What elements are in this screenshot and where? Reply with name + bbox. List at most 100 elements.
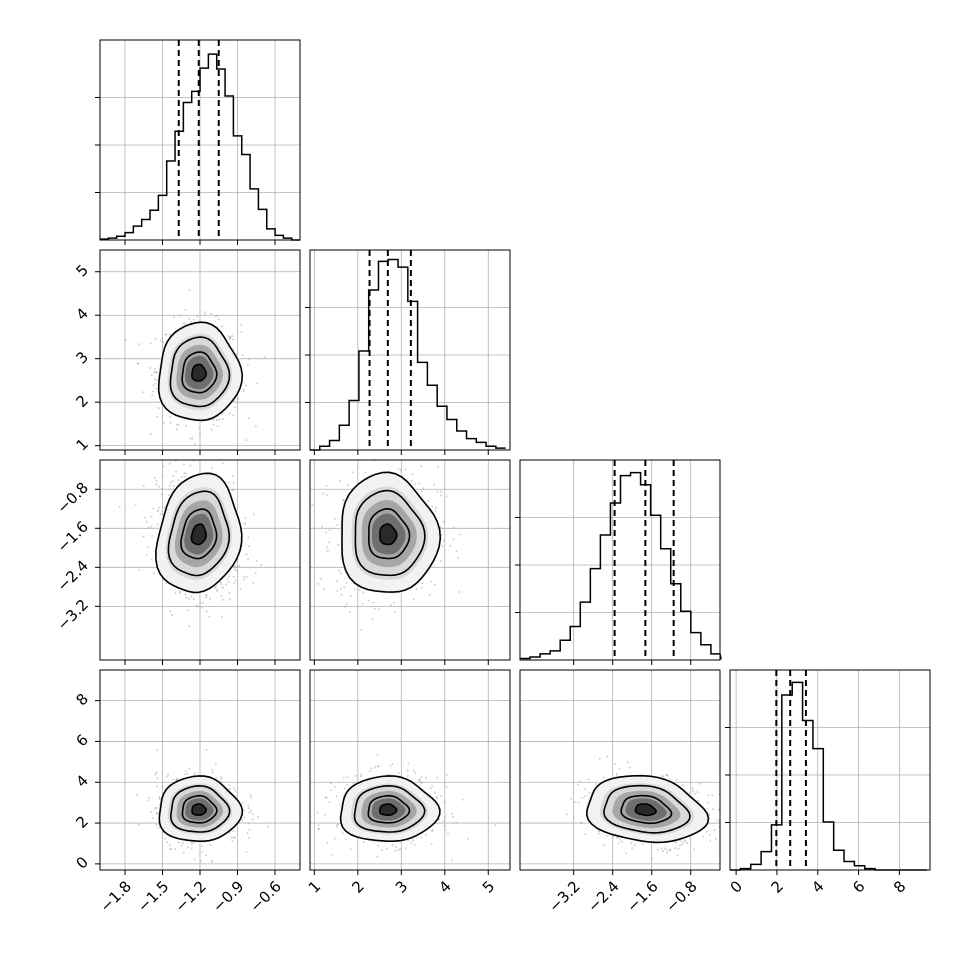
scatter-point xyxy=(168,484,171,487)
scatter-point xyxy=(385,847,388,850)
scatter-point xyxy=(227,481,230,484)
scatter-point xyxy=(663,847,666,850)
scatter-point xyxy=(183,463,185,466)
scatter-point xyxy=(200,606,203,609)
contour-line xyxy=(191,363,208,382)
scatter-point xyxy=(190,841,193,844)
scatter-point xyxy=(330,853,333,856)
scatter-point xyxy=(706,807,709,810)
scatter-point xyxy=(228,575,230,578)
scatter-point xyxy=(343,776,345,779)
scatter-point xyxy=(449,544,452,547)
scatter-point xyxy=(233,836,236,839)
scatter-point xyxy=(677,847,680,850)
scatter-point xyxy=(237,397,240,400)
scatter-point xyxy=(570,797,573,800)
scatter-point xyxy=(344,838,347,841)
scatter-point xyxy=(443,802,446,805)
scatter-point xyxy=(155,379,158,382)
scatter-point xyxy=(588,791,591,794)
scatter-point xyxy=(662,775,665,778)
scatter-point xyxy=(321,525,324,528)
scatter-point xyxy=(225,583,228,586)
scatter-point xyxy=(229,338,232,341)
scatter-point xyxy=(424,834,427,836)
density-level-4 xyxy=(191,524,206,545)
scatter-point xyxy=(709,833,712,836)
scatter-point xyxy=(406,775,409,778)
scatter-point xyxy=(134,503,137,506)
scatter-point xyxy=(220,776,223,779)
contour-line xyxy=(368,507,411,560)
scatter-point xyxy=(446,832,449,835)
scatter-point xyxy=(229,336,232,339)
scatter-point xyxy=(335,795,338,798)
scatter-point xyxy=(660,847,663,850)
scatter-panel-1-2 xyxy=(309,459,511,661)
scatter-point xyxy=(152,507,155,510)
scatter-point xyxy=(235,566,238,569)
scatter-point xyxy=(161,785,164,788)
scatter-point xyxy=(175,470,177,473)
scatter-point xyxy=(191,843,193,845)
scatter-point xyxy=(712,808,715,811)
contour-line xyxy=(190,523,207,546)
scatter-point xyxy=(216,451,218,453)
scatter-point xyxy=(348,611,351,614)
scatter-point xyxy=(184,593,187,596)
scatter-point xyxy=(161,338,164,340)
scatter-point xyxy=(205,594,208,597)
x-tick-label: −0.6 xyxy=(247,877,285,915)
scatter-point xyxy=(185,472,187,475)
x-tick-label: −0.9 xyxy=(209,877,247,915)
scatter-point xyxy=(138,568,141,571)
scatter-point xyxy=(169,844,172,847)
scatter-point xyxy=(254,425,257,428)
scatter-point xyxy=(410,841,413,844)
scatter-point xyxy=(721,792,723,794)
scatter-point xyxy=(346,784,349,787)
scatter-point xyxy=(371,618,374,621)
scatter-point xyxy=(377,608,380,611)
scatter-point xyxy=(217,318,220,321)
scatter-point xyxy=(184,322,187,325)
scatter-point xyxy=(221,418,224,420)
scatter-point xyxy=(606,755,609,758)
x-tick-label: −2.4 xyxy=(584,877,622,915)
scatter-point xyxy=(176,423,179,426)
scatter-point xyxy=(152,572,155,575)
scatter-point xyxy=(378,764,380,767)
scatter-panel-1-3 xyxy=(309,669,511,871)
scatter-point xyxy=(145,554,148,557)
scatter-point xyxy=(335,824,338,827)
scatter-point xyxy=(444,828,447,831)
scatter-point xyxy=(320,577,323,580)
scatter-point xyxy=(621,840,624,843)
scatter-point xyxy=(248,811,251,814)
scatter-point xyxy=(219,581,222,584)
histogram-panel-3 xyxy=(725,669,931,871)
scatter-point xyxy=(240,323,243,326)
scatter-point xyxy=(242,575,245,578)
scatter-point xyxy=(173,316,175,319)
scatter-point xyxy=(346,484,349,486)
contour-line xyxy=(339,775,441,842)
scatter-point xyxy=(413,843,416,846)
scatter-point xyxy=(221,586,224,589)
scatter-point xyxy=(466,837,469,840)
scatter-point xyxy=(156,510,159,513)
contour-line xyxy=(354,489,426,577)
x-tick-label: 0 xyxy=(727,877,746,896)
scatter-point xyxy=(172,475,175,478)
scatter-point xyxy=(351,471,354,474)
scatter-point xyxy=(440,533,443,536)
scatter-point xyxy=(595,783,598,786)
x-tick-label: −1.6 xyxy=(623,877,661,915)
contour-line xyxy=(180,508,218,560)
density-level-4 xyxy=(379,804,397,816)
scatter-point xyxy=(452,538,455,541)
x-tick-label: 6 xyxy=(849,877,868,896)
scatter-point xyxy=(247,545,250,548)
scatter-point xyxy=(583,795,586,798)
scatter-point xyxy=(232,575,235,578)
